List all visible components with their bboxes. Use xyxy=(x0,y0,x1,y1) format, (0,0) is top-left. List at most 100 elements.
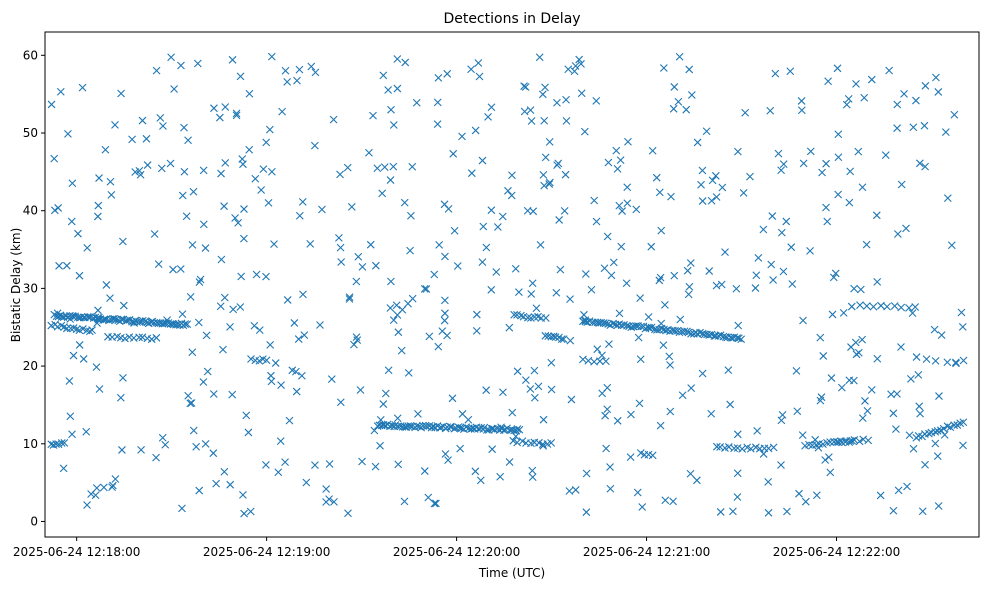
data-point xyxy=(178,191,187,200)
data-point xyxy=(893,230,902,238)
data-point xyxy=(921,460,929,469)
data-point xyxy=(169,265,177,274)
data-point xyxy=(310,141,319,150)
data-point xyxy=(389,162,398,171)
data-point xyxy=(527,290,536,298)
data-point xyxy=(102,281,111,289)
plot-area-frame xyxy=(44,31,980,538)
data-point xyxy=(623,183,632,192)
data-point xyxy=(909,444,918,453)
data-point xyxy=(839,308,848,317)
data-point xyxy=(941,128,950,137)
x-axis-label: Time (UTC) xyxy=(478,566,545,580)
data-point xyxy=(128,135,136,144)
data-point xyxy=(184,136,192,145)
data-point xyxy=(217,255,226,264)
data-point xyxy=(270,240,278,249)
data-point xyxy=(365,148,373,157)
data-point xyxy=(216,302,225,311)
data-point xyxy=(665,352,674,361)
data-point xyxy=(121,334,129,343)
y-tick-label: 30 xyxy=(23,281,38,295)
data-point xyxy=(959,418,968,427)
y-tick-label: 50 xyxy=(23,126,38,140)
data-point xyxy=(176,265,185,273)
data-point xyxy=(708,176,717,185)
data-point xyxy=(754,253,763,262)
data-point xyxy=(733,493,742,501)
data-point xyxy=(833,64,842,73)
data-point xyxy=(660,301,669,309)
data-point xyxy=(615,201,624,210)
data-point xyxy=(401,58,410,67)
data-point xyxy=(262,138,271,147)
data-point xyxy=(545,180,554,188)
data-point xyxy=(613,164,622,173)
data-point xyxy=(240,205,248,213)
data-point xyxy=(733,430,742,439)
data-point xyxy=(907,375,915,383)
data-point xyxy=(707,196,716,205)
data-point xyxy=(510,310,519,319)
data-point xyxy=(952,359,960,368)
data-point xyxy=(467,425,475,433)
data-point xyxy=(652,173,661,182)
data-point xyxy=(771,69,780,78)
data-point xyxy=(111,121,119,129)
data-point xyxy=(293,76,301,85)
data-point xyxy=(656,273,665,282)
data-point xyxy=(408,162,417,171)
data-point xyxy=(943,194,952,203)
data-point xyxy=(620,320,628,329)
data-point xyxy=(816,333,825,342)
data-point xyxy=(181,320,190,328)
data-point xyxy=(801,497,810,506)
data-point xyxy=(590,196,599,205)
y-axis-label: Bistatic Delay (km) xyxy=(9,228,23,343)
data-point xyxy=(603,232,612,241)
data-point xyxy=(499,388,507,397)
data-point xyxy=(897,180,906,189)
data-point xyxy=(894,486,903,495)
data-point xyxy=(358,263,367,271)
data-point xyxy=(433,98,442,107)
data-point xyxy=(885,66,894,75)
data-point xyxy=(438,327,447,335)
data-point xyxy=(487,285,496,294)
data-point xyxy=(347,202,356,211)
data-point xyxy=(79,355,88,363)
data-point xyxy=(420,284,429,293)
data-point xyxy=(950,110,959,119)
data-point xyxy=(876,491,885,500)
data-point xyxy=(730,444,738,453)
data-point xyxy=(598,389,607,398)
data-point xyxy=(234,219,242,227)
data-point xyxy=(724,366,733,374)
data-point xyxy=(667,192,675,201)
data-point xyxy=(958,322,967,331)
data-point xyxy=(209,390,218,398)
data-point xyxy=(210,104,218,113)
data-point xyxy=(777,166,786,175)
data-point xyxy=(217,169,225,178)
data-point xyxy=(262,356,271,365)
data-point xyxy=(567,395,576,404)
data-point xyxy=(437,423,446,432)
data-point xyxy=(400,198,409,207)
data-point xyxy=(712,193,721,201)
data-point xyxy=(484,112,492,121)
data-point xyxy=(152,453,160,462)
data-point xyxy=(262,460,270,469)
data-point xyxy=(626,453,635,461)
data-point xyxy=(850,436,859,444)
data-point xyxy=(143,161,152,169)
y-tick-label: 20 xyxy=(23,359,38,373)
data-point xyxy=(846,167,855,176)
data-point xyxy=(278,107,286,116)
data-point xyxy=(547,358,556,367)
data-point xyxy=(826,468,835,477)
data-point xyxy=(343,163,352,172)
data-point xyxy=(583,318,592,327)
data-point xyxy=(623,321,631,330)
data-point xyxy=(659,64,668,72)
